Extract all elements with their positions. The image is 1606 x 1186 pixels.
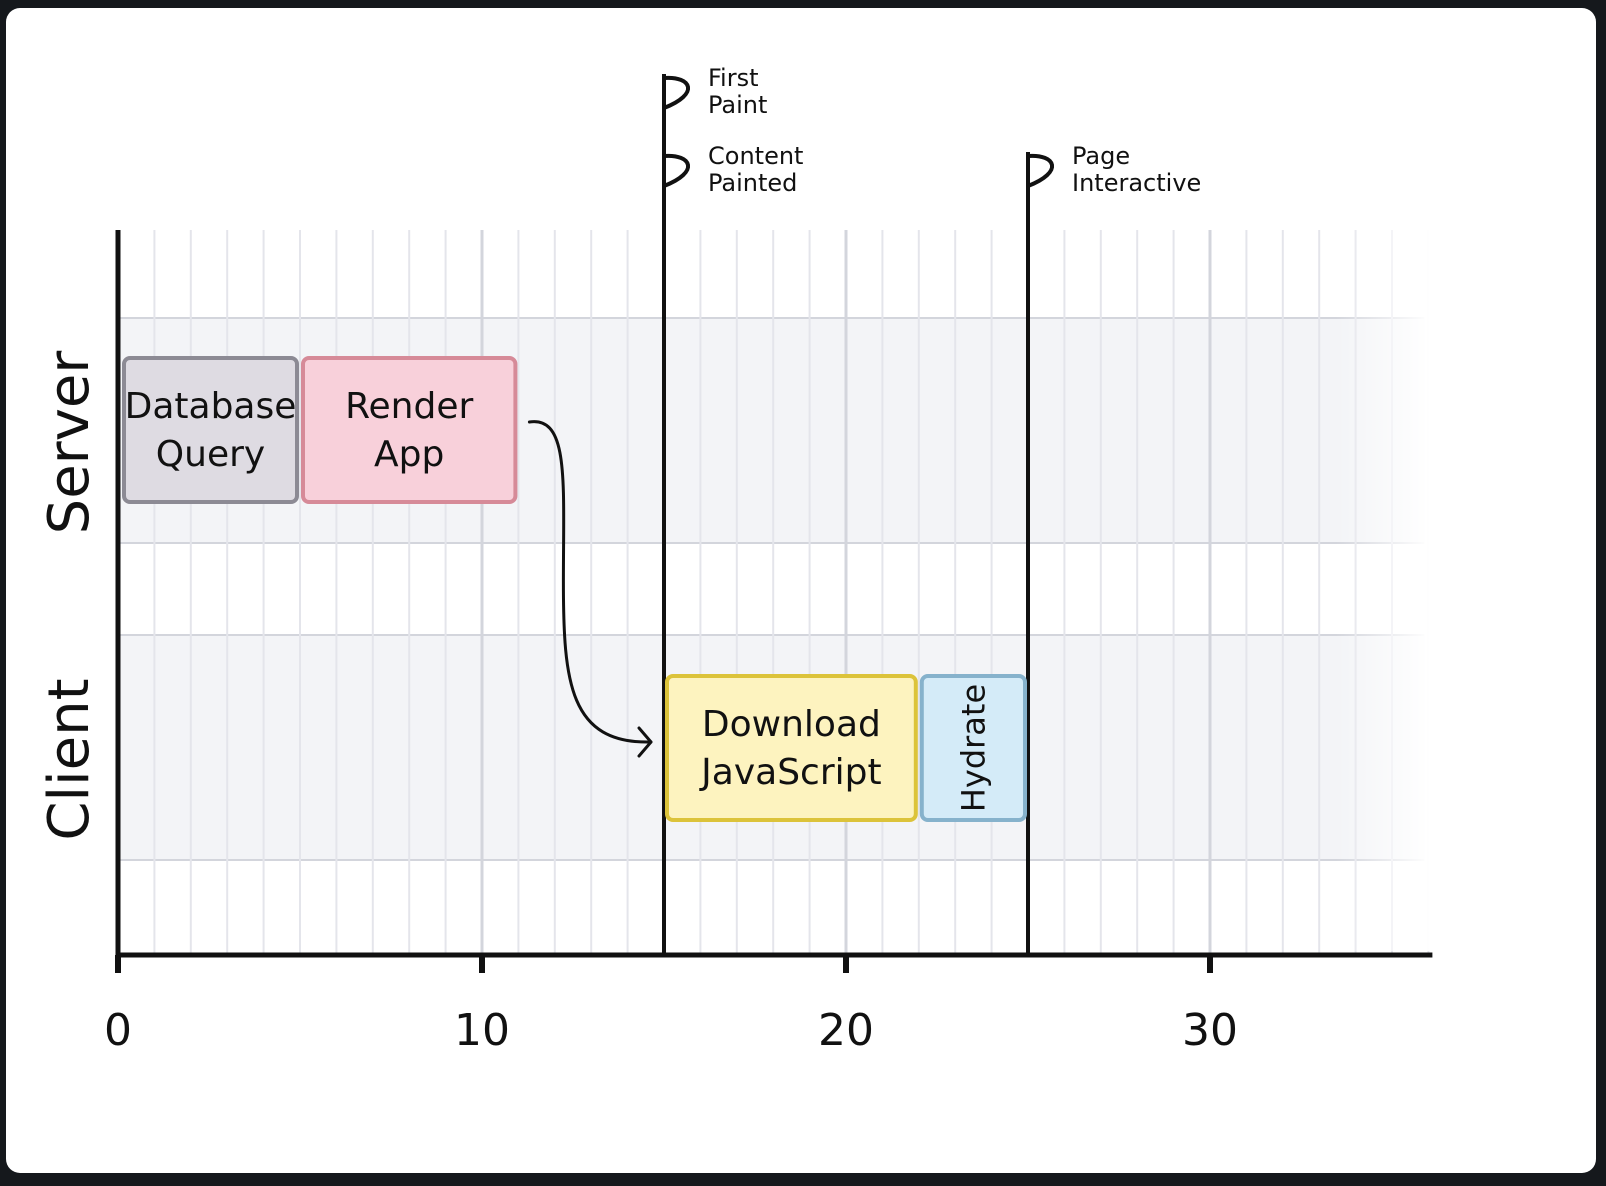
flow-arrowhead bbox=[637, 726, 653, 758]
grid-fade bbox=[1336, 230, 1431, 951]
task-label-database-query: Query bbox=[156, 434, 265, 475]
task-label-hydrate: Hydrate bbox=[954, 684, 992, 812]
lane-label-client: Client bbox=[37, 678, 102, 840]
milestone-flag-content-painted bbox=[663, 153, 690, 188]
task-box-database-query bbox=[122, 356, 299, 504]
milestone-label-first-paint: Paint bbox=[708, 91, 767, 119]
milestone-flag-page-interactive bbox=[1027, 153, 1054, 188]
milestone-label-page-interactive: Interactive bbox=[1072, 169, 1201, 197]
milestone-flag-first-paint bbox=[663, 75, 690, 110]
task-label-render-app: Render bbox=[345, 386, 473, 427]
milestone-label-first-paint: First bbox=[708, 64, 759, 92]
x-tick-label: 0 bbox=[104, 1005, 132, 1056]
task-label-render-app: App bbox=[374, 434, 444, 475]
milestone-label-page-interactive: Page bbox=[1072, 142, 1130, 170]
task-box-hydrate bbox=[919, 674, 1027, 822]
diagram-card: 0 10 20 30 Server Client First Paint Content Pain… bbox=[6, 8, 1596, 1173]
x-tick-label: 30 bbox=[1182, 1005, 1238, 1056]
task-label-download-javascript: JavaScript bbox=[699, 752, 881, 793]
milestone-label-content-painted: Painted bbox=[708, 169, 797, 197]
milestone-label-content-painted: Content bbox=[708, 142, 803, 170]
task-box-render-app bbox=[301, 356, 518, 504]
task-label-download-javascript: Download bbox=[702, 704, 881, 745]
flow-arrow bbox=[527, 420, 653, 744]
task-box-download-javascript bbox=[665, 674, 918, 822]
task-label-database-query: Database bbox=[125, 386, 297, 427]
lane-label-server: Server bbox=[37, 350, 102, 535]
x-tick-label: 10 bbox=[454, 1005, 510, 1056]
x-tick-label: 20 bbox=[818, 1005, 874, 1056]
